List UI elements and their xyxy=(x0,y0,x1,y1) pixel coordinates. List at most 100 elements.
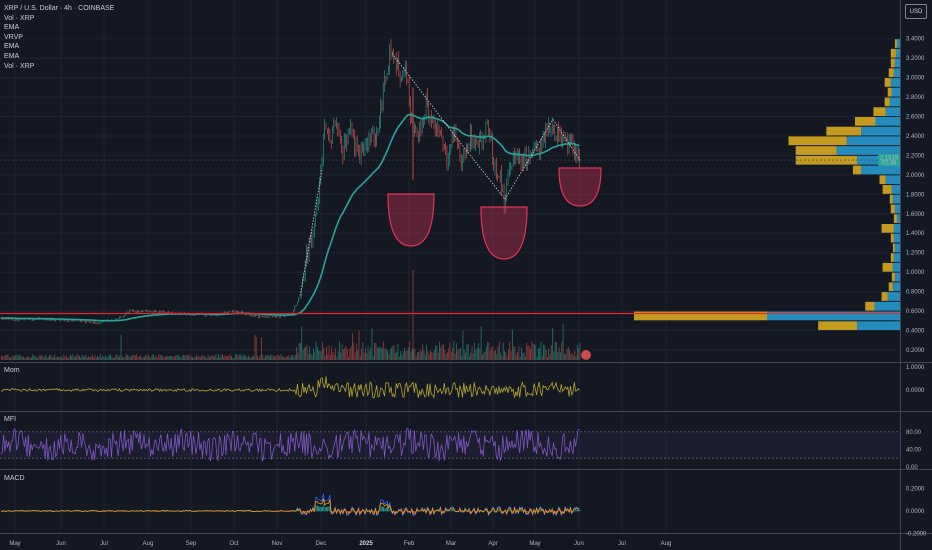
macd-histogram-bar xyxy=(579,510,581,512)
macd-histogram-bar xyxy=(381,506,383,512)
time-axis-tick: Aug xyxy=(143,541,154,547)
volume-bar xyxy=(111,357,113,360)
legend-ema-3[interactable]: EMA xyxy=(4,52,20,60)
volume-bar xyxy=(220,354,222,360)
volume-bar xyxy=(328,345,330,360)
volume-bar xyxy=(391,347,392,360)
macd-histogram-bar xyxy=(427,509,429,512)
macd-histogram-bar xyxy=(472,510,474,512)
volume-bar xyxy=(384,349,386,360)
volume-bar xyxy=(19,354,21,360)
macd-histogram-bar xyxy=(470,511,472,513)
volume-bar xyxy=(240,354,242,360)
volume-bar xyxy=(224,355,226,360)
legend-volume[interactable]: Vol · XRP xyxy=(4,14,35,22)
volume-bar xyxy=(82,356,84,360)
volume-bar xyxy=(508,349,509,360)
macd-histogram-bar xyxy=(453,509,455,512)
volume-bar xyxy=(316,346,318,360)
time-axis-tick: Apr xyxy=(488,541,497,547)
volume-bar xyxy=(307,354,309,360)
volume-bar xyxy=(6,354,8,360)
oscillator-axis-tick: 1.0000 xyxy=(906,365,925,371)
legend-ema-1[interactable]: EMA xyxy=(4,24,20,32)
volume-bar xyxy=(446,352,448,360)
volume-bar xyxy=(435,345,437,360)
volume-bar xyxy=(167,355,169,360)
legend-volume-2[interactable]: Vol · XRP xyxy=(4,62,35,70)
pattern-cup-right xyxy=(558,167,602,207)
volume-bar xyxy=(198,356,200,360)
volume-bar xyxy=(374,342,375,360)
volume-bar xyxy=(324,355,326,360)
vp-bar-up xyxy=(861,126,900,136)
volume-bar xyxy=(357,350,359,360)
vp-bar-up xyxy=(767,311,900,321)
volume-bar xyxy=(50,354,52,360)
volume-bar xyxy=(222,354,223,360)
macd-histogram-bar xyxy=(245,510,247,512)
vp-bar-up xyxy=(894,204,900,214)
pattern-cup-left xyxy=(387,193,435,247)
volume-bar xyxy=(432,352,434,360)
chart-legend: XRP / U.S. Dollar · 4h · COINBASE Vol · … xyxy=(4,4,114,71)
volume-bar xyxy=(511,329,513,360)
vp-bar-down xyxy=(818,321,858,331)
volume-bar xyxy=(12,355,14,360)
volume-bar xyxy=(277,354,279,360)
macd-histogram-bar xyxy=(553,511,555,513)
volume-bar xyxy=(53,357,54,360)
volume-bar xyxy=(361,348,362,360)
volume-bar xyxy=(159,354,161,360)
volume-bar xyxy=(60,356,62,360)
volume-bar xyxy=(45,354,47,360)
volume-bar xyxy=(433,349,435,360)
vp-bar-down xyxy=(795,155,858,165)
legend-ema-2[interactable]: EMA xyxy=(4,43,20,51)
macd-signal-line xyxy=(0,498,580,516)
volume-bar xyxy=(518,346,520,360)
volume-bar xyxy=(562,323,564,360)
price-axis-tick: 0.8000 xyxy=(906,290,925,296)
volume-bar xyxy=(253,356,255,360)
macd-histogram-bar xyxy=(446,510,448,512)
volume-bar xyxy=(561,341,563,360)
volume-bar xyxy=(41,354,43,360)
volume-bar xyxy=(228,355,230,360)
volume-bar xyxy=(521,347,522,360)
volume-bar xyxy=(30,357,32,360)
volume-bar xyxy=(66,355,67,360)
volume-bar xyxy=(566,349,568,360)
volume-bar xyxy=(146,355,148,360)
volume-bar xyxy=(280,354,282,360)
volume-bar xyxy=(509,341,511,360)
currency-button[interactable]: USD xyxy=(905,4,927,19)
volume-bar xyxy=(410,351,412,360)
macd-histogram-bar xyxy=(352,509,353,512)
volume-bar xyxy=(560,352,561,360)
macd-pane-label: MACD xyxy=(4,475,25,482)
volume-bar xyxy=(484,351,486,360)
volume-bar xyxy=(352,333,353,360)
vp-bar-up xyxy=(895,48,900,58)
volume-bar xyxy=(227,356,229,360)
volume-bar xyxy=(496,354,498,360)
volume-bar xyxy=(151,354,153,360)
volume-bar xyxy=(375,342,377,360)
time-axis-tick: Jul xyxy=(100,541,108,547)
volume-bar xyxy=(190,356,192,360)
macd-histogram-bar xyxy=(508,510,509,512)
volume-bar xyxy=(345,345,347,360)
volume-bar xyxy=(11,356,13,360)
vp-bar-up xyxy=(894,272,900,282)
volume-bar xyxy=(17,356,19,360)
volume-bar xyxy=(38,355,40,360)
volume-bar xyxy=(154,356,156,360)
volume-bar xyxy=(519,356,521,360)
macd-histogram-bar xyxy=(349,511,351,513)
legend-vrvp[interactable]: VRVP xyxy=(4,33,23,41)
volume-bar xyxy=(310,353,312,360)
volume-bar xyxy=(211,355,213,360)
macd-histogram-bar xyxy=(562,511,564,512)
